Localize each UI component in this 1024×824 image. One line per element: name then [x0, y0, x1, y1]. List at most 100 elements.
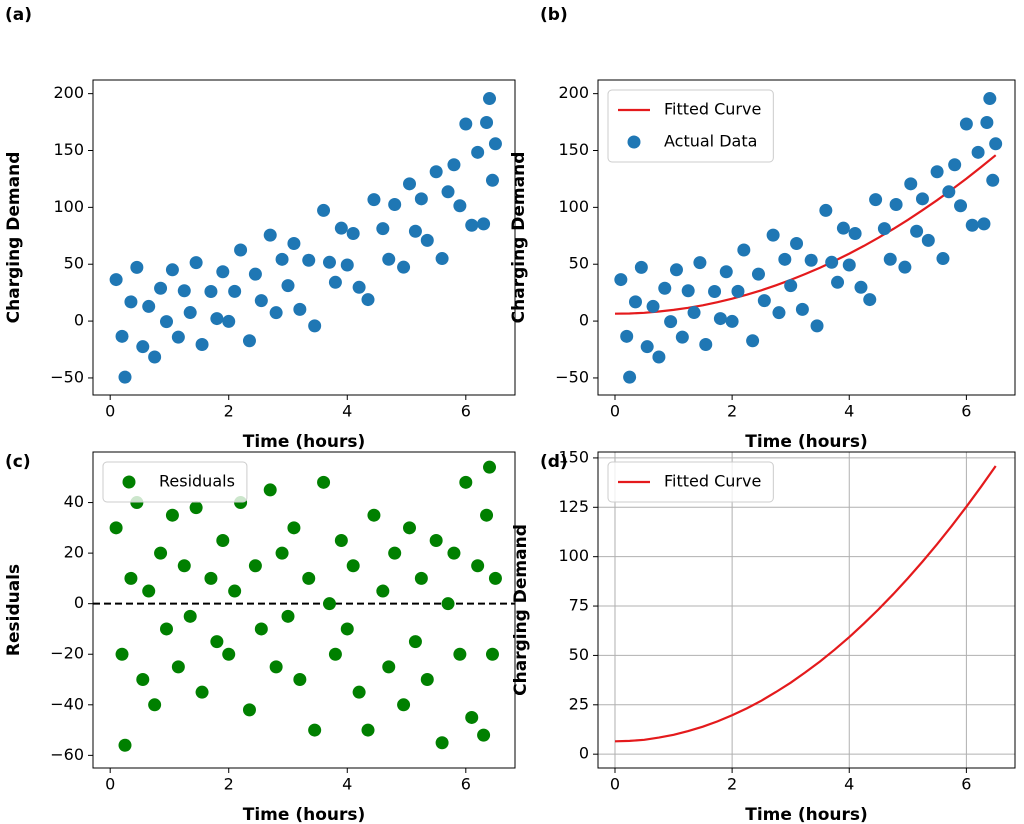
- point: [109, 273, 123, 287]
- point: [408, 635, 422, 649]
- point: [965, 218, 979, 232]
- y-tick-label: 0: [579, 311, 589, 330]
- point: [165, 263, 179, 277]
- point: [376, 222, 390, 236]
- y-tick-label: 150: [558, 447, 589, 466]
- y-tick-label: 100: [558, 546, 589, 565]
- legend-label: Residuals: [159, 472, 235, 491]
- plot-area: [614, 92, 1003, 384]
- point: [115, 647, 129, 661]
- point: [340, 622, 354, 636]
- point: [725, 314, 739, 328]
- point: [154, 281, 168, 295]
- point: [936, 252, 950, 266]
- point: [441, 185, 455, 199]
- panel-label: (a): [5, 5, 32, 25]
- point: [154, 546, 168, 560]
- y-tick-label: 200: [558, 83, 589, 102]
- y-tick-label: 150: [558, 140, 589, 159]
- point: [136, 340, 150, 354]
- point: [883, 252, 897, 266]
- point: [165, 508, 179, 522]
- point: [863, 293, 877, 307]
- point: [222, 314, 236, 328]
- point: [308, 723, 322, 737]
- point: [623, 370, 637, 384]
- point: [869, 193, 883, 207]
- point: [848, 227, 862, 241]
- point: [317, 475, 331, 489]
- point: [382, 660, 396, 674]
- point: [308, 319, 322, 333]
- point: [471, 145, 485, 159]
- point: [352, 685, 366, 699]
- point: [687, 306, 701, 320]
- point: [228, 284, 242, 298]
- point: [948, 158, 962, 172]
- point: [719, 265, 733, 279]
- legend-label: Fitted Curve: [664, 100, 761, 119]
- point: [435, 252, 449, 266]
- point: [142, 584, 156, 598]
- legend-box: [607, 461, 774, 503]
- point: [910, 224, 924, 238]
- x-tick-label: 0: [610, 402, 620, 421]
- point: [790, 237, 804, 251]
- point: [242, 703, 256, 717]
- point: [465, 710, 479, 724]
- x-tick-label: 6: [961, 775, 971, 794]
- point: [693, 256, 707, 270]
- point: [429, 533, 443, 547]
- point: [183, 306, 197, 320]
- x-tick-label: 4: [342, 775, 352, 794]
- point: [453, 647, 467, 661]
- point: [269, 660, 283, 674]
- point: [388, 546, 402, 560]
- point: [795, 302, 809, 316]
- x-tick-label: 2: [224, 402, 234, 421]
- point: [737, 243, 751, 257]
- x-axis-label: Time (hours): [745, 805, 868, 824]
- y-tick-label: −60: [50, 745, 84, 764]
- point: [614, 273, 628, 287]
- point: [465, 218, 479, 232]
- point: [483, 92, 497, 106]
- y-tick-label: −20: [50, 644, 84, 663]
- point: [831, 275, 845, 289]
- point: [819, 203, 833, 217]
- point: [904, 177, 918, 191]
- x-tick-label: 0: [610, 775, 620, 794]
- point: [293, 673, 307, 687]
- x-tick-label: 6: [461, 402, 471, 421]
- y-tick-label: 50: [569, 254, 589, 273]
- point: [263, 483, 277, 497]
- point: [189, 256, 203, 270]
- point: [376, 584, 390, 598]
- y-tick-label: 0: [579, 744, 589, 763]
- point: [361, 293, 375, 307]
- point: [646, 299, 660, 313]
- point: [480, 508, 494, 522]
- plot-area: [614, 465, 997, 743]
- point: [669, 263, 683, 277]
- point: [459, 475, 473, 489]
- point: [836, 221, 850, 235]
- point: [930, 165, 944, 179]
- x-tick-label: 0: [105, 775, 115, 794]
- point: [453, 199, 467, 213]
- fitted-line: [614, 154, 997, 315]
- y-tick-label: −50: [555, 367, 589, 386]
- point: [825, 255, 839, 269]
- point: [382, 252, 396, 266]
- x-axis-label: Time (hours): [745, 432, 868, 452]
- point: [136, 673, 150, 687]
- x-tick-label: 6: [961, 402, 971, 421]
- point: [340, 258, 354, 272]
- point: [177, 284, 191, 298]
- point: [118, 738, 132, 752]
- point: [731, 284, 745, 298]
- y-tick-label: −40: [50, 694, 84, 713]
- point: [977, 217, 991, 231]
- point: [471, 559, 485, 573]
- point: [328, 275, 342, 289]
